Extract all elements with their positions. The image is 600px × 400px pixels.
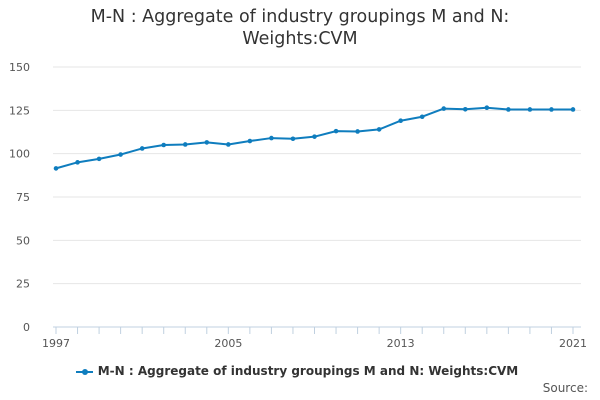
data-point[interactable]	[484, 105, 490, 111]
legend-marker-icon	[81, 369, 88, 375]
y-tick-label: 100	[9, 148, 30, 161]
x-tick-label: 2021	[559, 337, 587, 350]
data-point[interactable]	[226, 142, 231, 147]
data-point[interactable]	[527, 107, 533, 112]
data-point[interactable]	[96, 156, 102, 162]
x-tick-label: 2013	[387, 337, 415, 350]
data-point[interactable]	[355, 129, 360, 134]
data-point[interactable]	[182, 142, 188, 147]
data-point[interactable]	[118, 152, 123, 157]
data-point[interactable]	[398, 118, 403, 124]
y-tick-label: 50	[16, 234, 30, 247]
data-point[interactable]	[441, 106, 447, 111]
source-label: Source:	[542, 381, 588, 395]
x-axis-tick-labels: 1997 2005 2013 2021	[42, 337, 587, 350]
data-point[interactable]	[570, 107, 576, 112]
data-point[interactable]	[549, 107, 554, 112]
y-tick-label: 125	[9, 104, 30, 117]
data-point[interactable]	[506, 107, 511, 112]
data-point[interactable]	[269, 135, 274, 141]
data-point[interactable]	[312, 134, 317, 139]
data-point[interactable]	[139, 146, 145, 151]
y-axis-tick-labels: 0 25 50 75 100 125 150	[9, 61, 30, 334]
legend-label: M-N : Aggregate of industry groupings M …	[97, 364, 519, 378]
data-point[interactable]	[290, 136, 296, 142]
data-point[interactable]	[376, 127, 382, 132]
grid-lines	[53, 66, 581, 285]
data-point[interactable]	[75, 160, 80, 165]
x-axis	[53, 326, 581, 334]
data-point[interactable]	[204, 140, 210, 145]
chart-title: M-N : Aggregate of industry groupings M …	[90, 7, 510, 49]
x-tick-label: 2005	[214, 337, 242, 350]
data-point[interactable]	[462, 106, 468, 112]
legend-item[interactable]: M-N : Aggregate of industry groupings M …	[75, 364, 525, 378]
y-tick-label: 25	[16, 278, 30, 291]
series-layer	[53, 105, 576, 171]
legend: M-N : Aggregate of industry groupings M …	[0, 364, 600, 378]
data-point[interactable]	[247, 138, 253, 144]
data-point[interactable]	[161, 142, 167, 148]
x-tick-label: 1997	[42, 337, 70, 350]
y-tick-label: 150	[9, 61, 30, 74]
data-point[interactable]	[333, 128, 339, 134]
y-tick-label: 0	[23, 321, 30, 334]
data-point[interactable]	[419, 114, 425, 120]
data-point[interactable]	[53, 166, 59, 171]
y-tick-label: 75	[16, 191, 30, 204]
